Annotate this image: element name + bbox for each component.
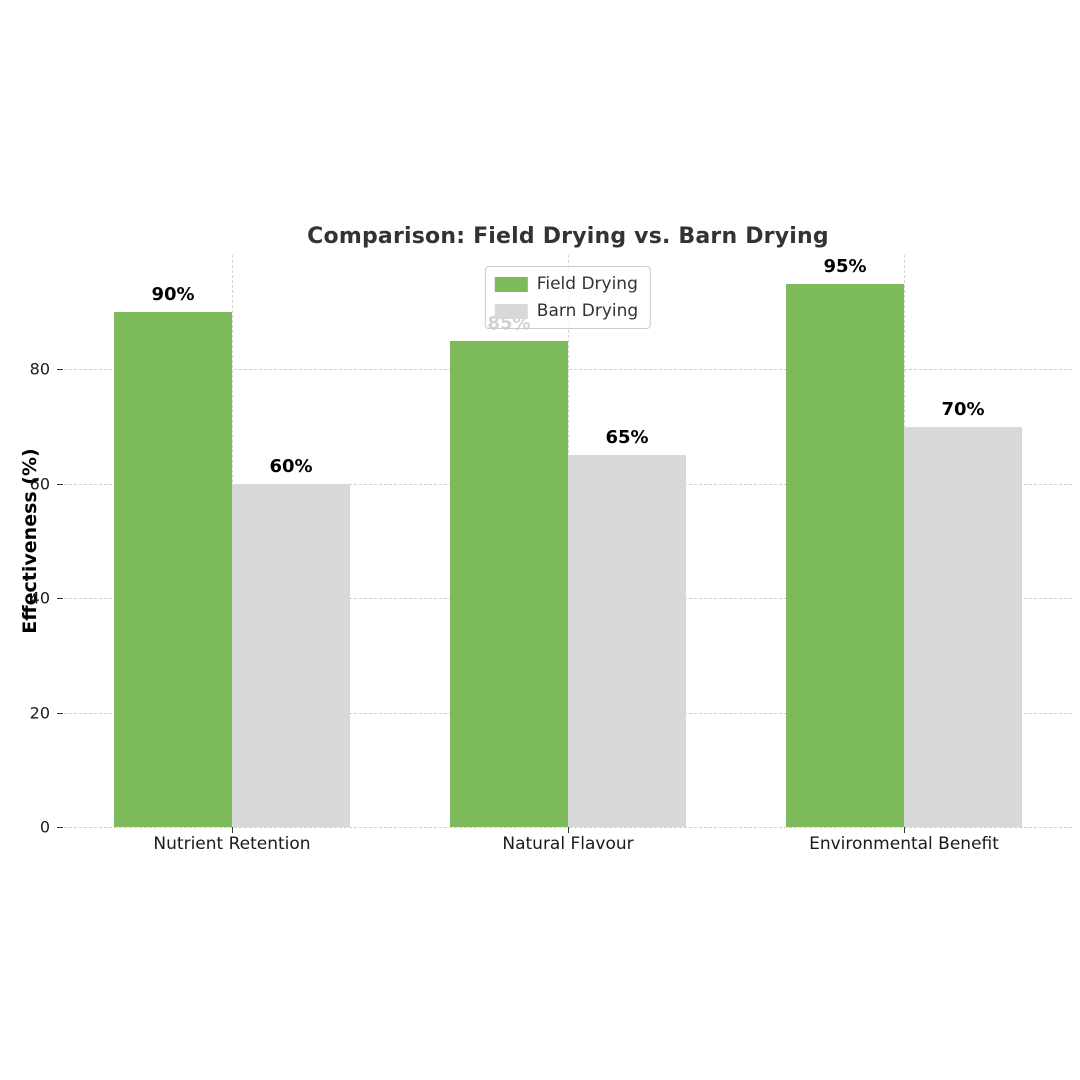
y-tick-mark (57, 712, 63, 714)
plot-area: 90%60%85%65%95%70% (64, 255, 1072, 828)
y-tick-label: 20 (29, 703, 50, 723)
y-tick-label: 60 (29, 474, 50, 494)
bar-value-label: 95% (823, 256, 867, 277)
legend-swatch (494, 276, 528, 292)
bar (114, 312, 232, 827)
bar (232, 484, 350, 827)
x-tick-mark (568, 827, 569, 833)
bar-value-label: 60% (269, 456, 313, 477)
x-tick-mark (232, 827, 233, 833)
bar (568, 455, 686, 827)
bar (786, 284, 904, 827)
bar-value-label: 65% (605, 427, 649, 448)
y-tick-mark (57, 483, 63, 485)
legend-item: Barn Drying (494, 301, 639, 321)
x-tick-mark (904, 827, 905, 833)
chart-title: Comparison: Field Drying vs. Barn Drying (307, 224, 829, 249)
legend-item: Field Drying (494, 274, 638, 294)
x-tick-label: Environmental Benefit (809, 834, 999, 854)
bar-value-label: 70% (941, 399, 985, 420)
y-tick-mark (57, 369, 63, 371)
bar (450, 341, 568, 827)
x-tick-label: Natural Flavour (502, 834, 634, 854)
bar-value-label: 90% (151, 284, 195, 305)
legend-item-label: Field Drying (536, 274, 638, 294)
y-tick-mark (57, 598, 63, 600)
y-tick-label: 80 (29, 359, 50, 379)
bar (904, 427, 1022, 827)
legend-swatch (494, 303, 528, 319)
y-tick-label: 40 (29, 588, 50, 608)
x-tick-label: Nutrient Retention (153, 834, 311, 854)
y-tick-mark (57, 827, 63, 828)
y-tick-label: 0 (39, 817, 50, 837)
legend-item-label: Barn Drying (536, 301, 639, 321)
legend: Field Drying Barn Drying (484, 266, 652, 329)
